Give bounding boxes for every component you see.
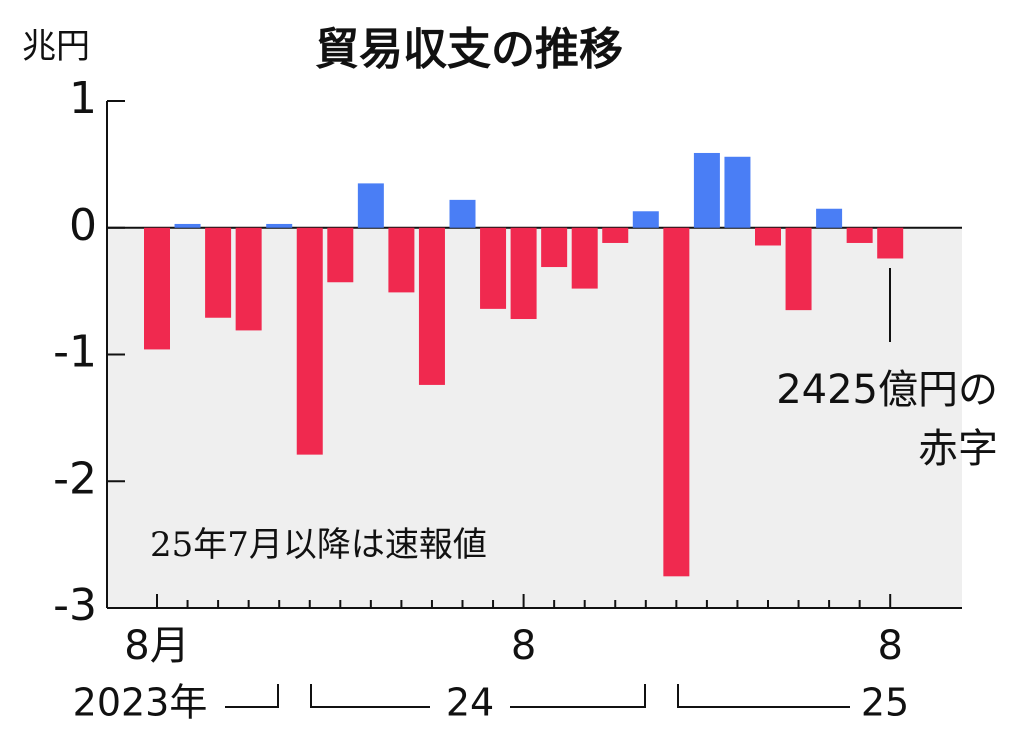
bar [235,227,262,331]
bar [480,227,507,309]
x-tick-label: 8月 [124,623,189,669]
bar [357,183,384,228]
bar [602,227,629,243]
x-tick-label: 8 [877,623,902,669]
bar [877,227,904,259]
bar [144,227,170,350]
y-tick-label: -1 [53,327,97,378]
bar [327,227,354,283]
annotation: 赤字 [918,426,998,472]
year-label: 2023年 [73,681,208,725]
bar [449,199,476,228]
year-brackets [225,684,850,708]
year-label: 24 [446,681,494,725]
bar [296,227,323,455]
bar [205,227,232,318]
bar [174,223,201,228]
y-tick-label: -2 [53,453,97,504]
y-tick-label: 1 [69,73,97,124]
bar [755,227,781,246]
bar [266,223,293,228]
bar [785,227,812,311]
bar [663,227,690,577]
bar [510,227,537,320]
bar [632,211,659,228]
y-tick-label: -3 [53,580,97,631]
chart-title: 貿易収支の推移 [315,24,623,75]
bar [571,227,598,289]
bar [846,227,873,243]
bar [816,208,843,228]
x-tick-label: 8 [511,623,536,669]
bar [693,152,720,228]
bar [418,227,445,385]
bar [388,227,415,293]
year-label: 25 [861,681,909,725]
y-tick-label: 0 [69,200,97,251]
bar [724,156,751,228]
bar [541,227,568,268]
annotation: 2425億円の [776,367,998,413]
annotation: 25年7月以降は速報値 [150,525,487,565]
y-unit: 兆円 [22,27,90,67]
